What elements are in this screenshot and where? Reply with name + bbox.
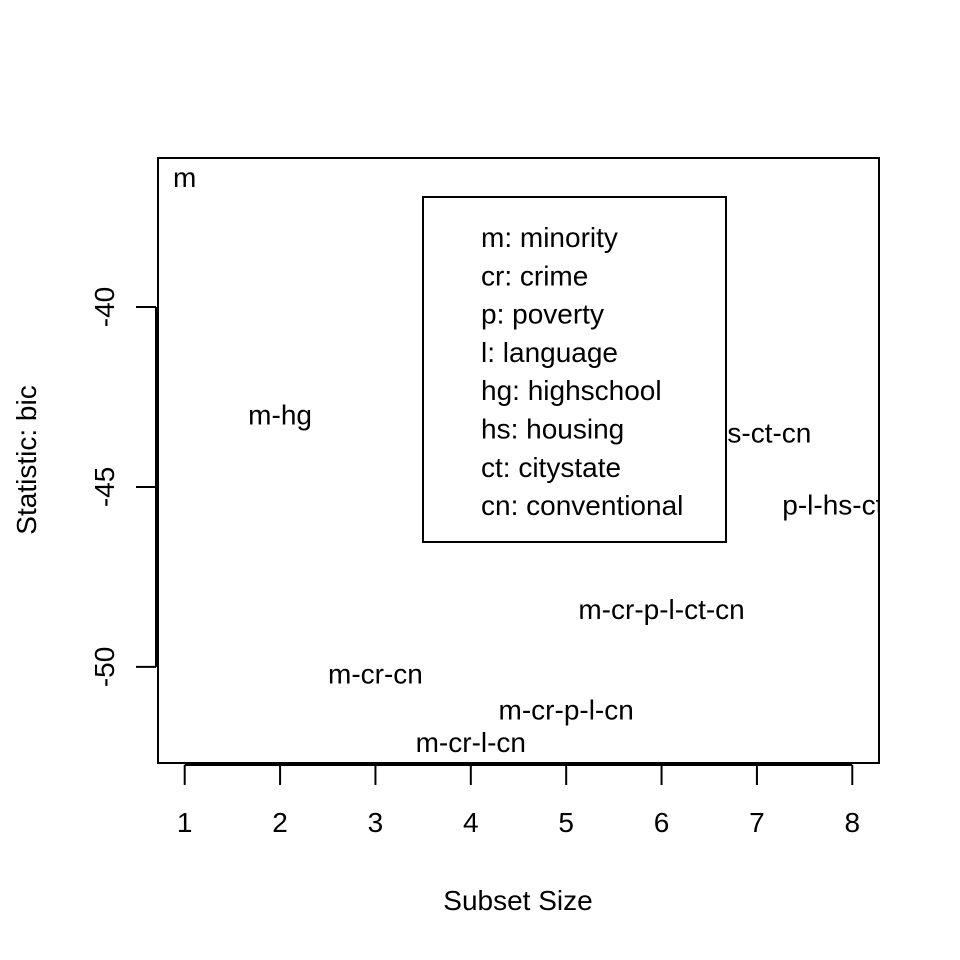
point-labels: m m-hg m-cr-cn m-cr-l-cnm-cr-p-l-cn m-cr-p-l… bbox=[173, 162, 922, 758]
legend-entries: m: minority cr: crime p: poverty l: languag… bbox=[481, 222, 683, 521]
legend-box bbox=[422, 196, 727, 543]
point-label: m bbox=[173, 162, 196, 193]
plot-frame bbox=[157, 157, 880, 764]
y-axis-title: Statistic: bic bbox=[11, 385, 42, 534]
point-label: m-cr-cn bbox=[328, 659, 423, 690]
x-tick-label: 1 bbox=[177, 807, 193, 838]
x-tick-label: 8 bbox=[845, 807, 861, 838]
legend: m: minority cr: crime p: poverty l: languag… bbox=[422, 196, 727, 543]
point-label: m-cr-l-cn bbox=[416, 727, 526, 758]
legend-entry: ct: citystate bbox=[481, 452, 621, 483]
point-label: m-cr-p-l-cn bbox=[499, 695, 634, 726]
legend-entry: hg: highschool bbox=[481, 375, 662, 406]
x-tick-label: 2 bbox=[272, 807, 288, 838]
legend-entry: cr: crime bbox=[481, 260, 588, 291]
x-tick-label: 4 bbox=[463, 807, 479, 838]
y-tick-label: -40 bbox=[89, 287, 120, 327]
x-tick-label: 5 bbox=[558, 807, 574, 838]
x-tick-label: 6 bbox=[654, 807, 670, 838]
legend-entry: p: poverty bbox=[481, 299, 604, 330]
x-axis-title: Subset Size bbox=[443, 885, 592, 916]
point-label: m-hg bbox=[248, 399, 312, 430]
legend-entry: cn: conventional bbox=[481, 490, 683, 521]
point-label: m-cr-p-l-ct-cn bbox=[578, 594, 744, 625]
legend-entry: l: language bbox=[481, 337, 618, 368]
y-axis: -40 -45 -50 bbox=[89, 287, 157, 687]
legend-entry: hs: housing bbox=[481, 414, 624, 445]
point-label: p-l-hs-ct-cn bbox=[782, 489, 922, 520]
x-tick-label: 3 bbox=[368, 807, 384, 838]
legend-entry: m: minority bbox=[481, 222, 618, 253]
x-tick-label: 7 bbox=[749, 807, 765, 838]
y-tick-label: -45 bbox=[89, 467, 120, 507]
y-tick-label: -50 bbox=[89, 647, 120, 687]
x-axis: 1 2 3 4 5 6 7 8 bbox=[177, 764, 861, 838]
